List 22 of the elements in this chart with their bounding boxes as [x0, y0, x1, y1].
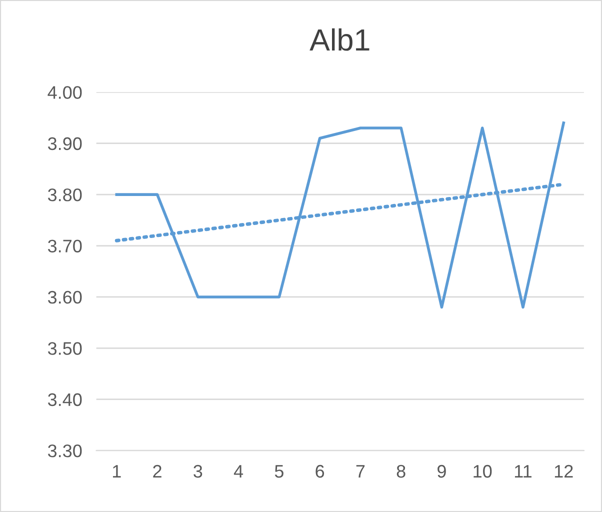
x-tick-label: 5 — [274, 465, 284, 478]
y-tick-label: 3.60 — [48, 290, 82, 304]
y-tick-label: 3.40 — [48, 393, 82, 406]
x-tick-label: 8 — [396, 464, 406, 478]
x-tick-label: 9 — [438, 464, 446, 478]
x-tick-label: 4 — [234, 465, 244, 478]
chart-title: Alb1 — [310, 28, 370, 51]
y-tick-label: 3.70 — [48, 240, 82, 252]
y-tick-label: 3.50 — [48, 342, 82, 355]
x-tick-label: 3 — [194, 464, 202, 478]
x-tick-label: 11 — [514, 465, 532, 478]
y-tick-label: 3.80 — [48, 188, 82, 202]
y-tick-label: 4.00 — [48, 86, 82, 99]
x-tick-label: 7 — [356, 465, 365, 478]
x-tick-label: 12 — [554, 464, 573, 478]
line-series — [115, 121, 566, 309]
x-tick-label: 10 — [474, 464, 492, 478]
y-tick-label: 3.30 — [48, 444, 82, 458]
x-tick-label: 6 — [316, 464, 324, 478]
x-tick-label: 2 — [153, 464, 162, 478]
y-tick-label: 3.90 — [48, 137, 82, 150]
x-tick-label: 1 — [112, 465, 121, 478]
